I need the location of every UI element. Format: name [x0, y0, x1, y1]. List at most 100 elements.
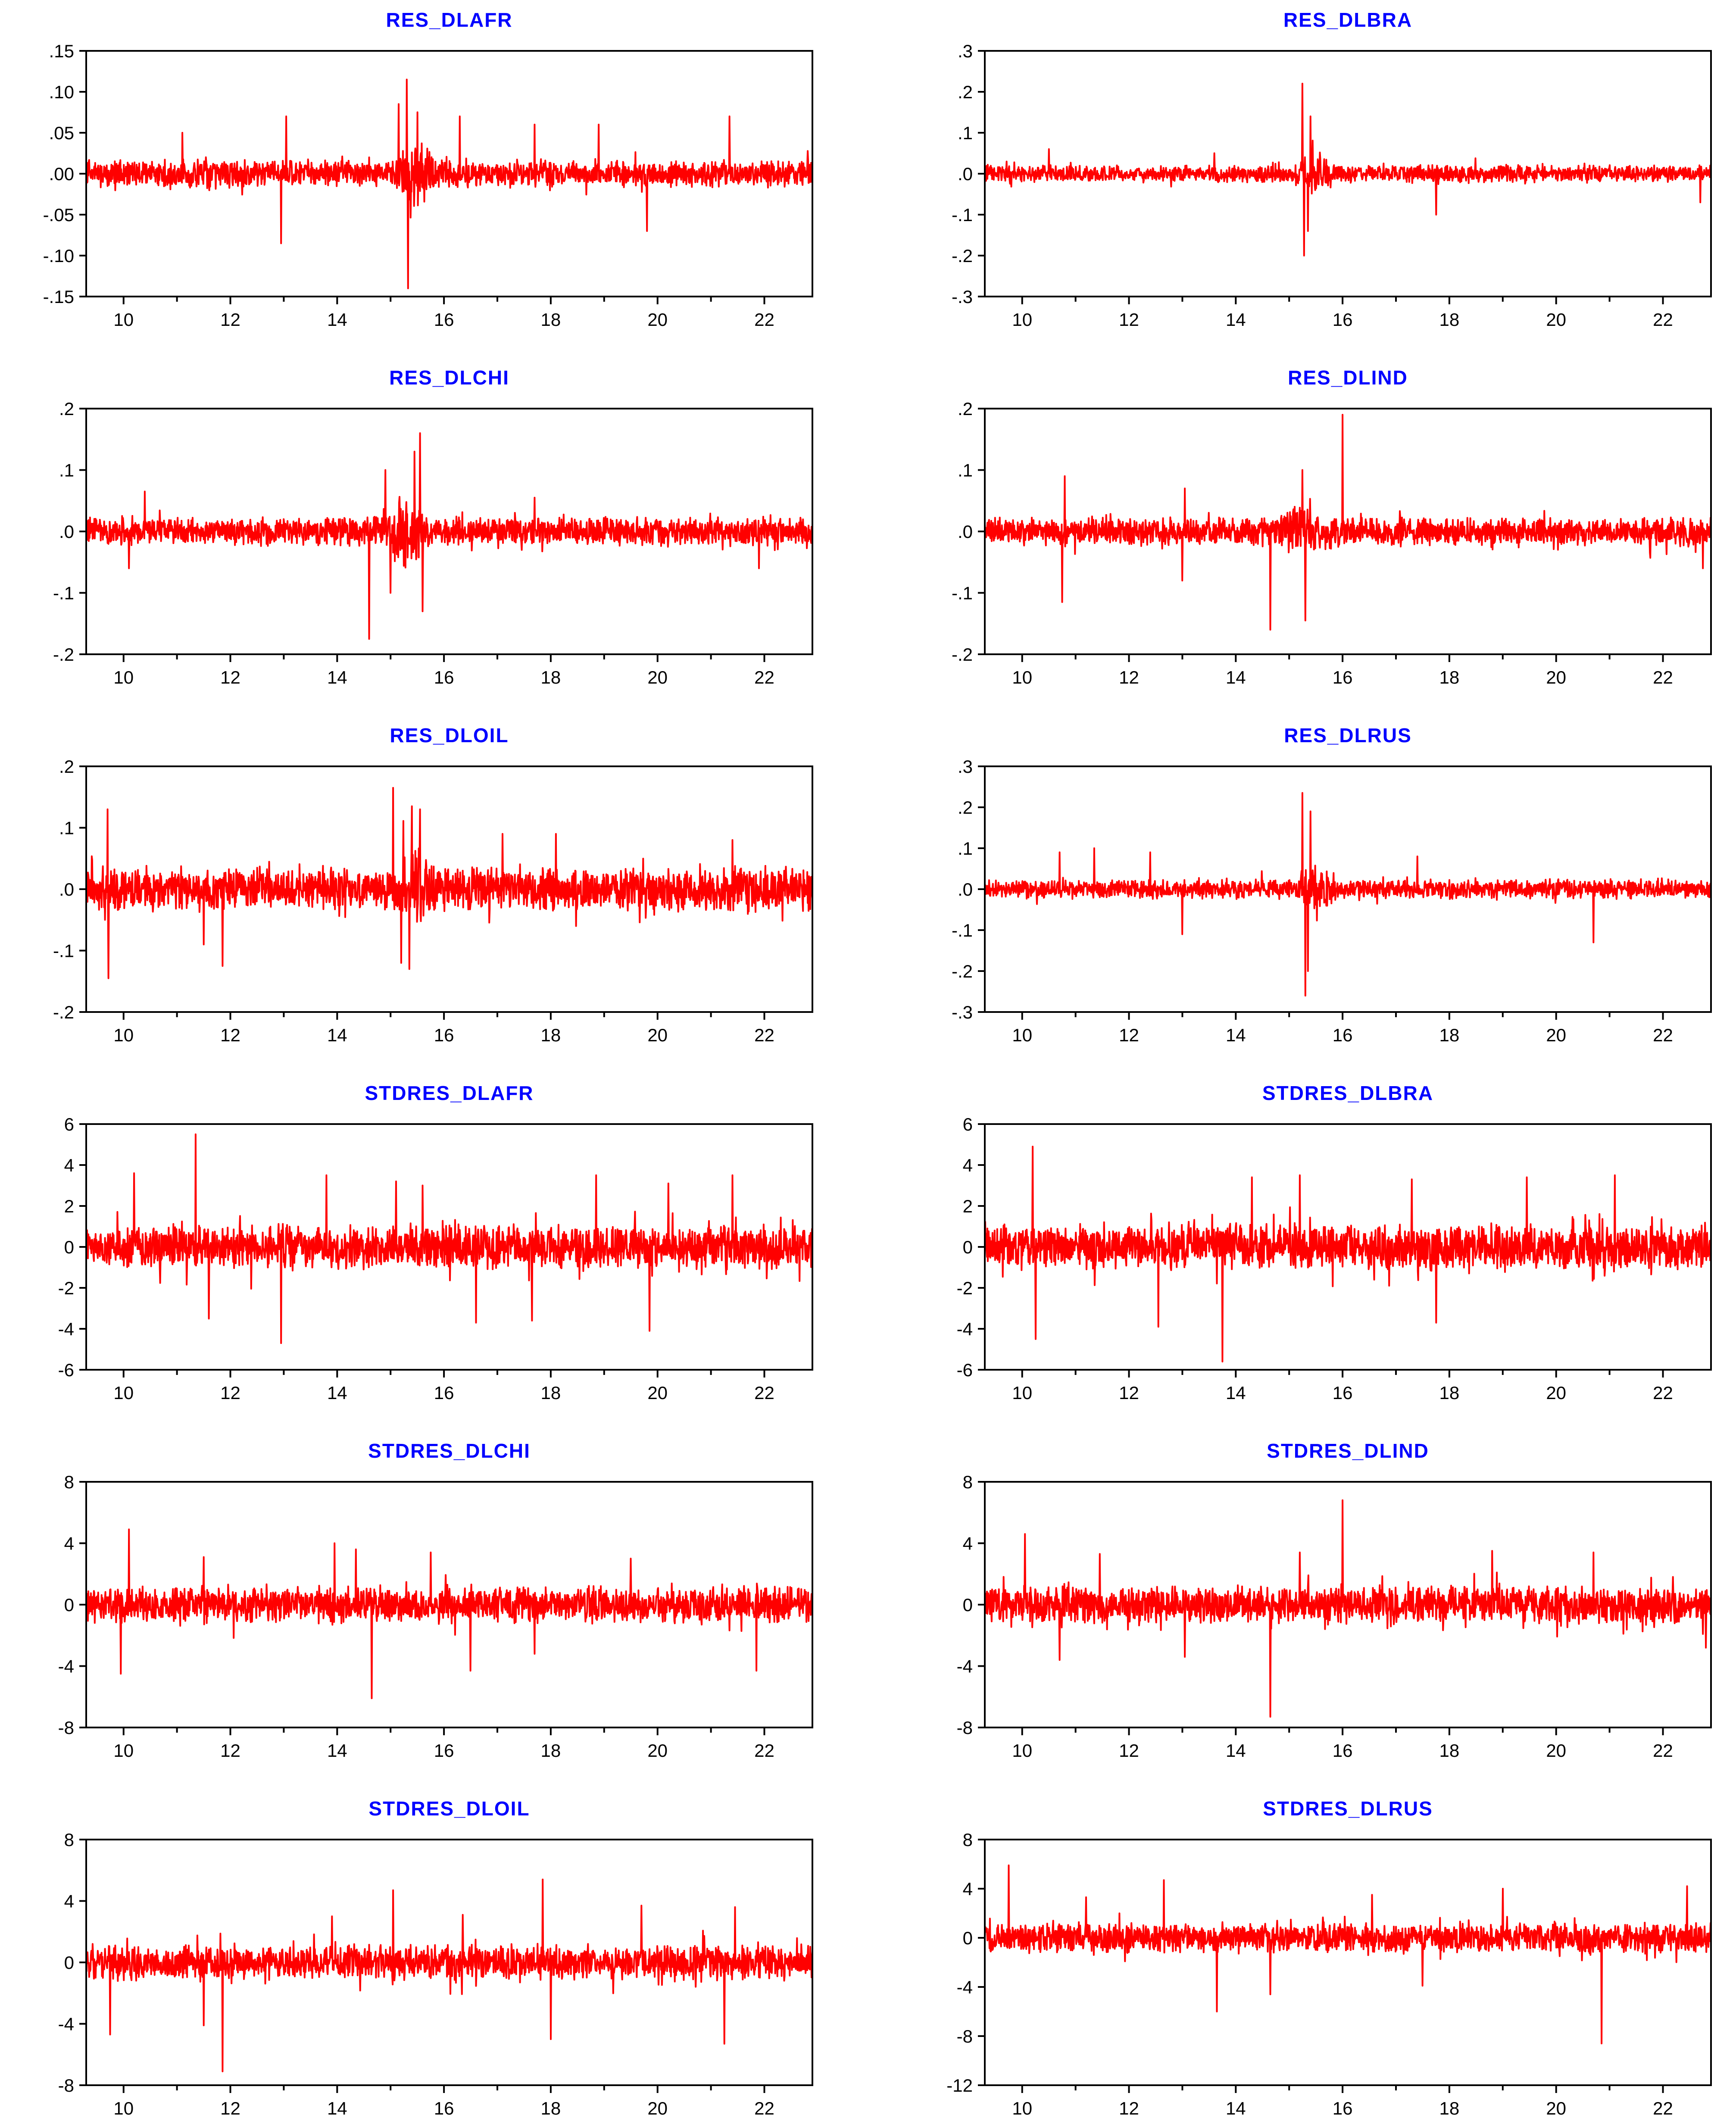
y-tick-label: .2 — [59, 756, 74, 777]
x-tick-label: 22 — [754, 1740, 774, 1761]
x-tick-label: 18 — [1439, 667, 1460, 687]
y-tick-label: 0 — [963, 1237, 973, 1257]
x-tick-label: 12 — [1119, 667, 1139, 687]
y-tick-label: -2 — [957, 1278, 973, 1298]
y-tick-label: .05 — [49, 123, 74, 143]
x-tick-label: 20 — [1546, 1383, 1566, 1403]
series-line — [984, 1499, 1712, 1718]
chart-title: RES_DLAFR — [386, 9, 512, 31]
y-tick-label: 8 — [963, 1830, 973, 1850]
y-tick-label: -4 — [957, 1319, 973, 1339]
y-tick-label: .1 — [958, 838, 973, 859]
y-tick-label: .0 — [59, 522, 74, 542]
x-tick-label: 18 — [541, 1383, 561, 1403]
x-tick-label: 18 — [541, 2098, 561, 2118]
x-tick-label: 16 — [1333, 309, 1353, 330]
y-tick-label: -8 — [58, 1718, 74, 1738]
x-tick-label: 12 — [220, 1383, 240, 1403]
x-tick-label: 18 — [1439, 1740, 1460, 1761]
x-tick-label: 14 — [1226, 309, 1246, 330]
y-tick-label: .1 — [59, 818, 74, 838]
x-tick-label: 20 — [1546, 1025, 1566, 1045]
x-tick-label: 16 — [434, 1383, 454, 1403]
x-tick-label: 16 — [1333, 1025, 1353, 1045]
x-tick-label: 16 — [434, 1025, 454, 1045]
x-tick-label: 10 — [113, 1740, 134, 1761]
chart-title: RES_DLRUS — [1284, 724, 1412, 747]
y-tick-label: .2 — [59, 399, 74, 419]
y-tick-label: -.05 — [43, 205, 74, 225]
chart-panel: RES_DLOIL .2 .1 .0 -.1 -.2 10 12 14 16 18 20 22 — [53, 724, 813, 1045]
series-line — [85, 787, 813, 979]
chart-title: STDRES_DLCHI — [368, 1440, 531, 1462]
y-tick-label: .3 — [958, 41, 973, 61]
x-tick-label: 16 — [1333, 2098, 1353, 2118]
series-line — [85, 1133, 813, 1344]
y-tick-label: .1 — [958, 123, 973, 143]
y-tick-label: -.1 — [952, 583, 973, 603]
x-tick-label: 14 — [327, 309, 347, 330]
y-tick-label: -.2 — [952, 644, 973, 665]
chart-panel: STDRES_DLRUS 8 4 0 -4 -8 -12 10 12 14 16 18 20 22 — [946, 1797, 1712, 2118]
x-tick-label: 16 — [434, 1740, 454, 1761]
x-tick-label: 10 — [1012, 309, 1032, 330]
y-tick-label: 4 — [963, 1879, 973, 1899]
y-tick-label: -.2 — [952, 246, 973, 266]
x-tick-label: 12 — [1119, 1740, 1139, 1761]
y-tick-label: -4 — [957, 1977, 973, 1997]
x-tick-label: 22 — [754, 2098, 774, 2118]
x-tick-label: 22 — [1653, 2098, 1673, 2118]
y-tick-label: -.2 — [952, 961, 973, 981]
x-tick-label: 22 — [754, 1383, 774, 1403]
y-tick-label: 0 — [963, 1595, 973, 1615]
x-tick-label: 16 — [1333, 1383, 1353, 1403]
chart-title: STDRES_DLRUS — [1263, 1797, 1433, 1820]
x-tick-label: 14 — [1226, 1740, 1246, 1761]
x-tick-label: 20 — [1546, 2098, 1566, 2118]
x-tick-label: 10 — [1012, 2098, 1032, 2118]
y-tick-label: .0 — [59, 879, 74, 900]
x-tick-label: 20 — [1546, 667, 1566, 687]
x-tick-label: 20 — [1546, 309, 1566, 330]
y-tick-label: .2 — [958, 82, 973, 102]
y-tick-label: 4 — [64, 1534, 74, 1554]
y-tick-label: 8 — [64, 1830, 74, 1850]
x-tick-label: 18 — [541, 667, 561, 687]
x-tick-label: 12 — [1119, 309, 1139, 330]
y-tick-label: -4 — [58, 2014, 74, 2034]
y-tick-label: .0 — [958, 522, 973, 542]
x-tick-label: 14 — [327, 1740, 347, 1761]
y-tick-label: -8 — [957, 1718, 973, 1738]
x-tick-label: 12 — [1119, 1383, 1139, 1403]
series-line — [85, 1878, 813, 2072]
x-tick-label: 18 — [1439, 2098, 1460, 2118]
series-line — [984, 414, 1712, 631]
x-tick-label: 10 — [1012, 1383, 1032, 1403]
y-tick-label: .10 — [49, 82, 74, 102]
chart-panel: STDRES_DLOIL 8 4 0 -4 -8 10 12 14 16 18 20 22 — [58, 1797, 813, 2118]
y-tick-label: 0 — [963, 1928, 973, 1948]
x-tick-label: 22 — [1653, 667, 1673, 687]
series-line — [85, 1528, 813, 1699]
x-tick-label: 20 — [1546, 1740, 1566, 1761]
x-tick-label: 18 — [1439, 309, 1460, 330]
x-tick-label: 10 — [113, 309, 134, 330]
x-tick-label: 10 — [113, 2098, 134, 2118]
x-tick-label: 22 — [754, 309, 774, 330]
y-tick-label: -6 — [58, 1360, 74, 1380]
x-tick-label: 10 — [1012, 1025, 1032, 1045]
y-tick-label: .15 — [49, 41, 74, 61]
chart-title: RES_DLBRA — [1283, 9, 1412, 31]
chart-title: RES_DLIND — [1288, 366, 1408, 389]
x-tick-label: 22 — [754, 667, 774, 687]
series-line — [984, 1864, 1712, 2045]
y-tick-label: .3 — [958, 756, 973, 777]
y-tick-label: -.10 — [43, 246, 74, 266]
x-tick-label: 18 — [541, 1025, 561, 1045]
y-tick-label: 4 — [64, 1891, 74, 1912]
x-tick-label: 16 — [1333, 1740, 1353, 1761]
y-tick-label: 4 — [963, 1534, 973, 1554]
